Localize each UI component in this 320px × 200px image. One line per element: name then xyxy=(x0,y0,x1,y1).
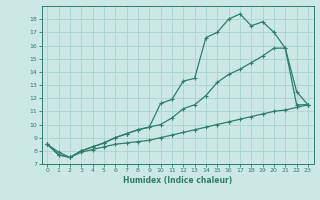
X-axis label: Humidex (Indice chaleur): Humidex (Indice chaleur) xyxy=(123,176,232,185)
